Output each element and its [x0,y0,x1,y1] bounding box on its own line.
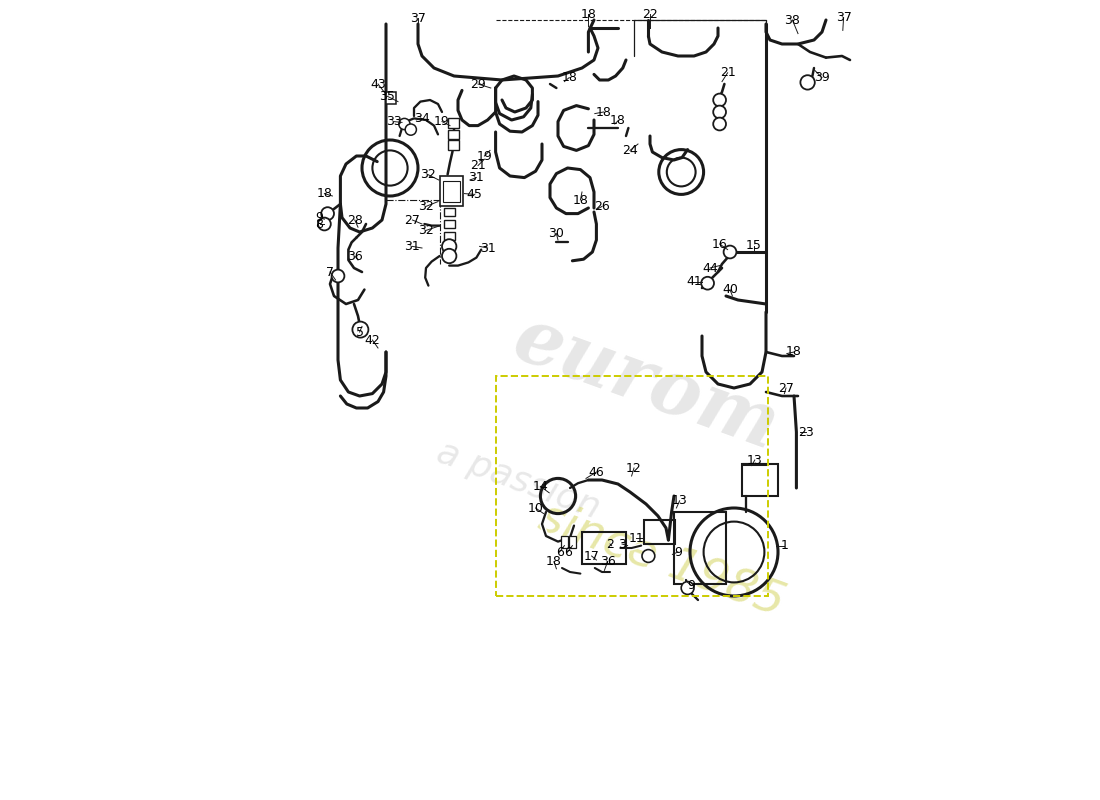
Bar [449,130,459,139]
Bar [444,220,454,228]
Text: 9: 9 [688,579,695,592]
Text: 33: 33 [386,115,402,128]
Text: 45: 45 [466,188,483,201]
Text: 31: 31 [469,171,484,184]
Bar [449,140,459,150]
Circle shape [352,322,368,338]
Text: 14: 14 [532,480,548,493]
Text: 9: 9 [674,546,682,558]
Circle shape [713,118,726,130]
Text: 27: 27 [778,382,794,394]
Text: 9: 9 [316,211,323,224]
Circle shape [321,207,334,220]
Text: 5: 5 [355,326,364,338]
Circle shape [642,550,654,562]
Text: 31: 31 [480,242,495,254]
Circle shape [713,94,726,106]
Text: 32: 32 [418,200,433,213]
Text: 36: 36 [600,555,616,568]
Text: 31: 31 [405,240,420,253]
Text: 44: 44 [702,262,718,274]
Text: 19: 19 [476,150,493,162]
Text: 3: 3 [618,538,626,550]
Text: 18: 18 [581,8,596,21]
Text: 6: 6 [563,546,572,558]
Circle shape [442,249,456,263]
Text: 18: 18 [561,71,578,84]
Text: 38: 38 [784,14,801,26]
Text: 13: 13 [672,494,688,507]
Bar [443,181,461,202]
Text: 22: 22 [642,8,658,21]
Text: 32: 32 [418,224,433,237]
Text: 18: 18 [546,555,562,568]
Bar [569,536,575,548]
Circle shape [442,239,456,254]
Text: 30: 30 [549,227,564,240]
Text: 18: 18 [596,106,612,118]
Text: 41: 41 [686,275,702,288]
Text: 18: 18 [572,194,588,206]
Text: 23: 23 [799,426,814,438]
Text: 40: 40 [722,283,738,296]
Text: a passion: a passion [431,434,604,526]
Text: 21: 21 [719,66,736,79]
Bar [440,176,463,206]
Text: 35: 35 [378,90,395,102]
Circle shape [405,124,417,135]
Text: 8: 8 [316,218,323,230]
Bar [645,520,674,544]
Text: 34: 34 [414,112,430,125]
Text: 15: 15 [746,239,762,252]
Text: 36: 36 [346,250,363,262]
Bar [674,512,726,584]
Text: 12: 12 [626,462,642,474]
Text: 7: 7 [326,266,334,278]
Text: eurom: eurom [504,302,789,466]
Bar [386,92,396,104]
Text: 42: 42 [364,334,381,346]
Text: 27: 27 [405,214,420,226]
Circle shape [713,106,726,118]
Text: 18: 18 [317,187,332,200]
Text: 10: 10 [528,502,543,514]
Text: 37: 37 [836,11,851,24]
Circle shape [331,270,344,282]
Text: 18: 18 [786,346,802,358]
Circle shape [701,277,714,290]
Text: 37: 37 [410,12,426,25]
Text: 24: 24 [623,144,638,157]
Bar [444,208,454,216]
Text: 29: 29 [470,78,486,90]
Text: 13: 13 [747,454,762,466]
Text: 32: 32 [420,168,436,181]
Text: 18: 18 [610,114,626,127]
Bar [496,376,768,596]
Text: 39: 39 [814,71,829,84]
Text: 19: 19 [434,115,450,128]
Circle shape [399,118,410,130]
Text: 2: 2 [606,538,614,550]
Text: 21: 21 [470,159,486,172]
Circle shape [681,582,694,594]
Text: 1: 1 [781,539,789,552]
Text: since 1985: since 1985 [532,494,791,626]
Bar [449,118,459,128]
Text: 16: 16 [712,238,727,250]
Text: 17: 17 [584,550,600,562]
Bar [444,232,454,240]
Text: 28: 28 [346,214,363,226]
Bar [742,464,778,496]
Text: 43: 43 [370,78,386,90]
Text: 6: 6 [556,546,563,558]
Bar [561,536,568,548]
Text: 11: 11 [628,532,645,545]
Text: 46: 46 [588,466,604,478]
Circle shape [724,246,736,258]
Circle shape [801,75,815,90]
Text: 26: 26 [594,200,609,213]
Bar [582,532,626,564]
Circle shape [318,218,331,230]
